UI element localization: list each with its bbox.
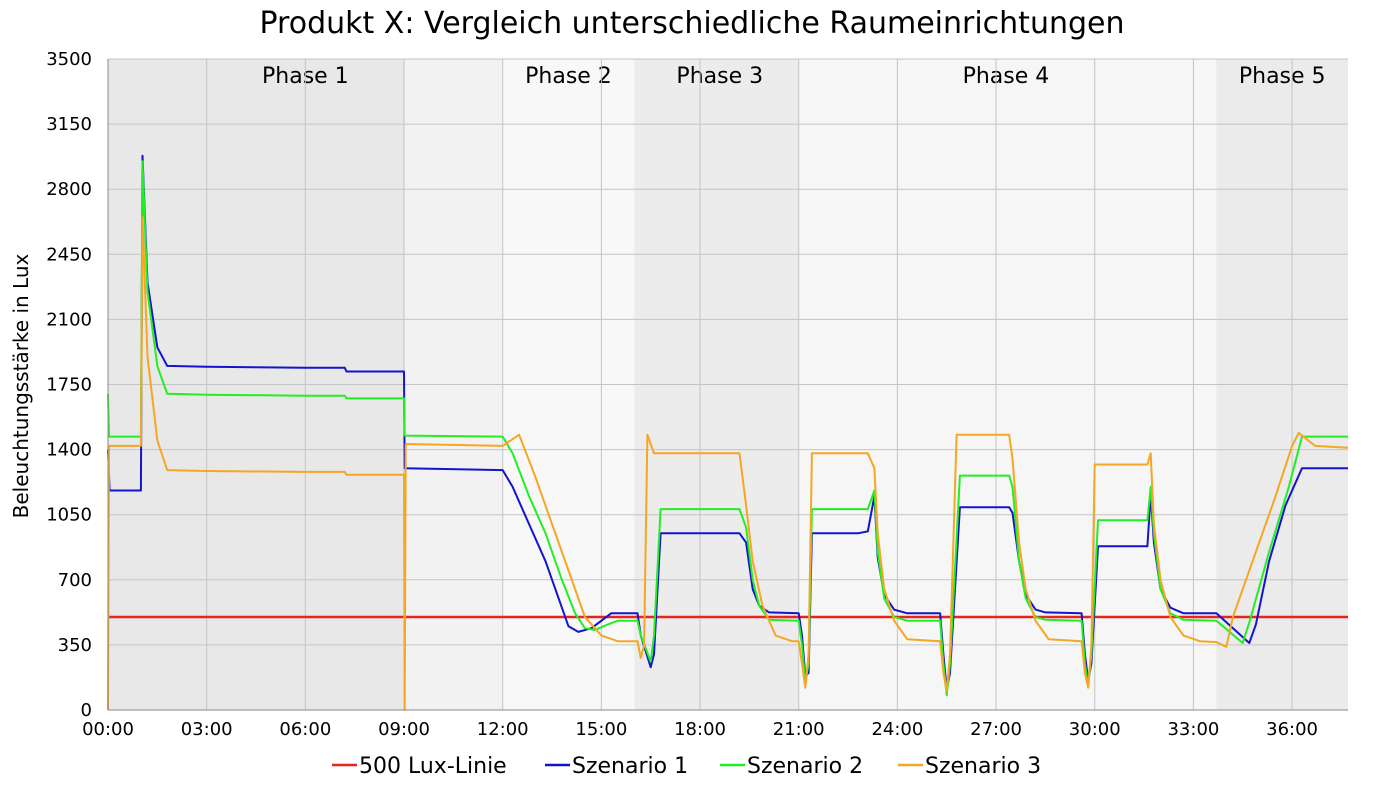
y-tick-label: 1400 — [46, 440, 92, 461]
x-tick-label: 30:00 — [1069, 719, 1121, 740]
x-tick-label: 15:00 — [575, 719, 627, 740]
x-tick-label: 24:00 — [871, 719, 923, 740]
y-tick-label: 1750 — [46, 375, 92, 396]
chart-title: Produkt X: Vergleich unterschiedliche Ra… — [259, 6, 1124, 41]
axes: 0 350 700 1050 1400 1750 2100 2450 2800 3150 3500 0… — [46, 49, 1348, 740]
legend: 500 Lux-Linie Szenario 1 Szenario 2 Szenari… — [332, 754, 1041, 779]
x-tick-label: 06:00 — [279, 719, 331, 740]
x-tick-label: 12:00 — [477, 719, 529, 740]
x-tick-label: 03:00 — [181, 719, 233, 740]
x-tick-label: 00:00 — [82, 719, 134, 740]
x-tick-label: 33:00 — [1167, 719, 1219, 740]
x-tick-label: 21:00 — [773, 719, 825, 740]
series-group — [107, 154, 1349, 711]
phase-label: Phase 5 — [1239, 64, 1326, 89]
x-tick-label: 18:00 — [674, 719, 726, 740]
phase-label: Phase 2 — [525, 64, 612, 89]
y-tick-label: 0 — [81, 700, 92, 721]
y-axis-label: Beleuchtungsstärke in Lux — [9, 253, 33, 518]
y-tick-label: 2450 — [46, 244, 92, 265]
series-line — [107, 216, 1349, 711]
x-tick-label: 36:00 — [1266, 719, 1318, 740]
legend-label: Szenario 1 — [572, 754, 688, 779]
x-tick-label: 09:00 — [378, 719, 430, 740]
y-tick-label: 700 — [58, 570, 92, 591]
y-tick-label: 3500 — [46, 49, 92, 70]
legend-label: 500 Lux-Linie — [359, 754, 507, 779]
x-tick-label: 27:00 — [970, 719, 1022, 740]
phase-label: Phase 4 — [963, 64, 1050, 89]
y-tick-label: 1050 — [46, 505, 92, 526]
y-tick-label: 2100 — [46, 309, 92, 330]
y-tick-label: 3150 — [46, 114, 92, 135]
phase-label: Phase 3 — [676, 64, 763, 89]
legend-label: Szenario 2 — [747, 754, 863, 779]
y-tick-label: 2800 — [46, 179, 92, 200]
legend-label: Szenario 3 — [925, 754, 1041, 779]
y-tick-label: 350 — [58, 635, 92, 656]
